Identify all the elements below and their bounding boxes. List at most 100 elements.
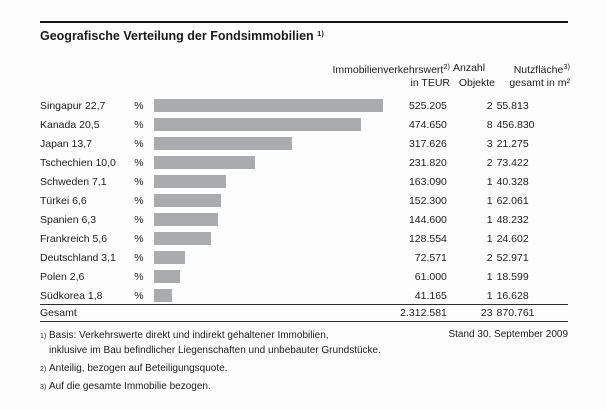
area-m2: 18.599: [496, 270, 529, 283]
column-header-area-unit: gesamt in m²: [509, 77, 570, 89]
value-teur: 231.820: [408, 156, 447, 169]
area-m2: 21.275: [496, 137, 529, 150]
area-m2: 40.328: [496, 175, 529, 188]
value-teur: 72.571: [414, 251, 447, 264]
footnote-1-marker: 1): [40, 333, 47, 340]
value-teur: 474.650: [408, 118, 447, 131]
column-header-count-unit: Objekte: [458, 77, 495, 89]
footnote-3: 3) Auf die gesamte Immobilie bezogen.: [40, 379, 211, 395]
percent-bar: [154, 194, 222, 207]
footnote-3-marker: 3): [40, 384, 47, 391]
title-footnote-ref: 1): [317, 29, 324, 38]
country-label: Schweden 7,1: [40, 175, 107, 188]
column-header-value: Immobilienverkehrswert2): [332, 62, 450, 76]
percent-bar: [154, 156, 256, 169]
top-rule: [40, 21, 568, 23]
table-row: Südkorea 1,8 % 41.165 1 16.628: [40, 286, 568, 305]
object-count: 1: [486, 175, 493, 188]
footnote-2-text: Anteilig, bezogen auf Beteiligungsquote.: [49, 363, 228, 374]
area-m2: 16.628: [496, 289, 529, 302]
total-label: Gesamt: [40, 307, 77, 319]
percent-sign: %: [134, 232, 144, 245]
percent-bar: [154, 213, 219, 226]
value-teur: 163.090: [408, 175, 447, 188]
area-m2: 55.813: [496, 99, 529, 112]
percent-sign: %: [134, 137, 144, 150]
percent-bar: [154, 99, 384, 112]
table-row: Kanada 20,5 % 474.650 8 456.830: [40, 115, 568, 134]
table-row: Türkei 6,6 % 152.300 1 62.061: [40, 191, 568, 210]
percent-sign: %: [134, 270, 144, 283]
percent-bar: [154, 270, 181, 283]
table-row: Frankreich 5,6 % 128.554 1 24.602: [40, 229, 568, 248]
object-count: 1: [486, 289, 493, 302]
bar-cell: [151, 248, 395, 267]
area-m2: 62.061: [496, 194, 529, 207]
total-object-count: 23: [480, 307, 493, 319]
value-teur: 317.626: [408, 137, 447, 150]
bar-cell: [151, 191, 395, 210]
object-count: 2: [486, 156, 493, 169]
bar-cell: [151, 172, 395, 191]
bar-cell: [151, 286, 395, 305]
table-row: Japan 13,7 % 317.626 3 21.275: [40, 134, 568, 153]
page-title-text: Geografische Verteilung der Fondsimmobil…: [40, 29, 314, 43]
area-m2: 48.232: [496, 213, 529, 226]
value-teur: 144.600: [408, 213, 447, 226]
percent-bar: [154, 232, 212, 245]
percent-bar: [154, 289, 173, 302]
bar-cell: [151, 134, 395, 153]
area-m2: 456.830: [496, 118, 535, 131]
country-rows: Singapur 22,7 % 525.205 2 55.813 Kanada …: [40, 96, 568, 305]
area-m2: 73.422: [496, 156, 529, 169]
country-label: Polen 2,6: [40, 270, 85, 283]
table-row: Schweden 7,1 % 163.090 1 40.328: [40, 172, 568, 191]
total-value-teur: 2.312.581: [400, 307, 447, 319]
country-label: Frankreich 5,6: [40, 232, 108, 245]
percent-sign: %: [134, 251, 144, 264]
table-row: Tschechien 10,0 % 231.820 2 73.422: [40, 153, 568, 172]
value-teur: 61.000: [414, 270, 447, 283]
percent-bar: [154, 118, 362, 131]
object-count: 1: [486, 213, 493, 226]
value-teur: 525.205: [408, 99, 447, 112]
area-footnote-ref: 3): [563, 62, 570, 71]
object-count: 2: [486, 99, 493, 112]
country-label: Singapur 22,7: [40, 99, 106, 112]
footnote-1-text: Basis: Verkehrswerte direkt und indirekt…: [49, 330, 381, 356]
percent-sign: %: [134, 118, 144, 131]
table-row: Spanien 6,3 % 144.600 1 48.232: [40, 210, 568, 229]
footnote-2: 2) Anteilig, bezogen auf Beteiligungsquo…: [40, 361, 227, 377]
percent-sign: %: [134, 156, 144, 169]
country-label: Türkei 6,6: [40, 194, 87, 207]
value-footnote-ref: 2): [443, 62, 450, 71]
object-count: 1: [486, 270, 493, 283]
column-header-value-unit: in TEUR: [410, 77, 450, 89]
object-count: 1: [486, 194, 493, 207]
object-count: 1: [486, 232, 493, 245]
footnote-3-text: Auf die gesamte Immobilie bezogen.: [49, 381, 211, 392]
area-m2: 52.971: [496, 251, 529, 264]
value-teur: 128.554: [408, 232, 447, 245]
percent-bar: [154, 175, 227, 188]
bar-cell: [151, 153, 395, 172]
footnote-1: 1) Basis: Verkehrswerte direkt und indir…: [40, 328, 381, 358]
value-teur: 41.165: [414, 289, 447, 302]
bar-cell: [151, 267, 395, 286]
bar-cell: [151, 229, 395, 248]
country-label: Kanada 20,5: [40, 118, 100, 131]
country-label: Spanien 6,3: [40, 213, 97, 226]
percent-sign: %: [134, 289, 144, 302]
table-row: Deutschland 3,1 % 72.571 2 52.971: [40, 248, 568, 267]
value-teur: 152.300: [408, 194, 447, 207]
table-row: Polen 2,6 % 61.000 1 18.599: [40, 267, 568, 286]
country-label: Deutschland 3,1: [40, 251, 116, 264]
country-label: Tschechien 10,0: [40, 156, 116, 169]
object-count: 2: [486, 251, 493, 264]
object-count: 8: [486, 118, 493, 131]
bar-cell: [151, 115, 395, 134]
bar-cell: [151, 96, 395, 115]
total-area: 870.761: [496, 307, 535, 319]
country-label: Südkorea 1,8: [40, 289, 103, 302]
